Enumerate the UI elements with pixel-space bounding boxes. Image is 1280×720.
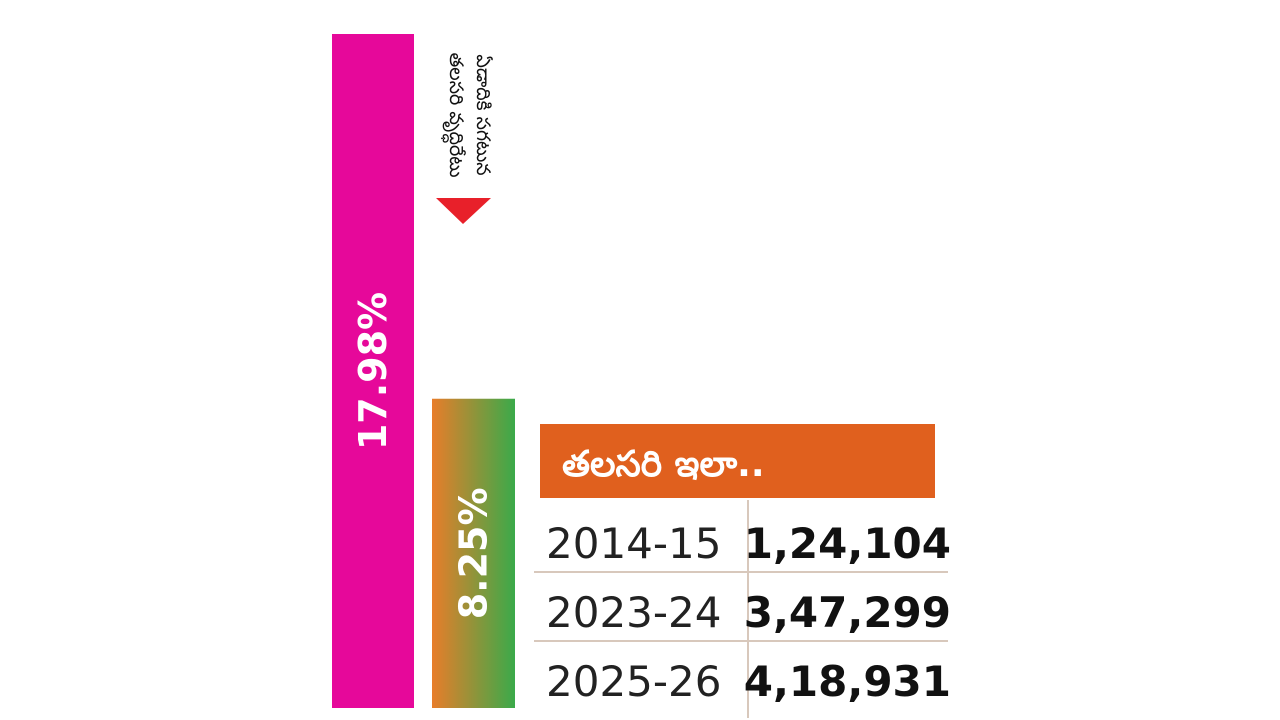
table-cell-value: 3,47,299 (744, 588, 951, 637)
table-row: 2023-24 3,47,299 (546, 588, 951, 637)
table-title: తలసరి ఇలా.. (562, 444, 765, 485)
bar-growth-rate-low (432, 398, 515, 708)
bar-growth-rate-high (332, 34, 414, 708)
table-cell-year: 2014-15 (546, 519, 722, 568)
down-arrow-icon (436, 198, 491, 224)
table-cell-year: 2025-26 (546, 657, 722, 706)
annotation-line-2: తలసరి వృద్ధిరేటు (441, 52, 467, 177)
table-row: 2025-26 4,18,931 (546, 657, 951, 706)
annotation-line-1: ఏడాదికి సగటున (472, 54, 494, 175)
growth-annotation: ఏడాదికి సగటున తలసరి వృద్ధిరేటు (441, 52, 494, 177)
table-cell-year: 2023-24 (546, 588, 722, 637)
table-cell-value: 1,24,104 (744, 519, 951, 568)
bar-label-high: 17.98% (351, 292, 395, 450)
table-header (540, 424, 935, 498)
table-row: 2014-15 1,24,104 (546, 519, 951, 568)
per-capita-table: తలసరి ఇలా.. 2014-15 1,24,104 2023-24 3,4… (534, 424, 951, 718)
bar-label-low: 8.25% (452, 487, 496, 619)
table-cell-value: 4,18,931 (744, 657, 951, 706)
